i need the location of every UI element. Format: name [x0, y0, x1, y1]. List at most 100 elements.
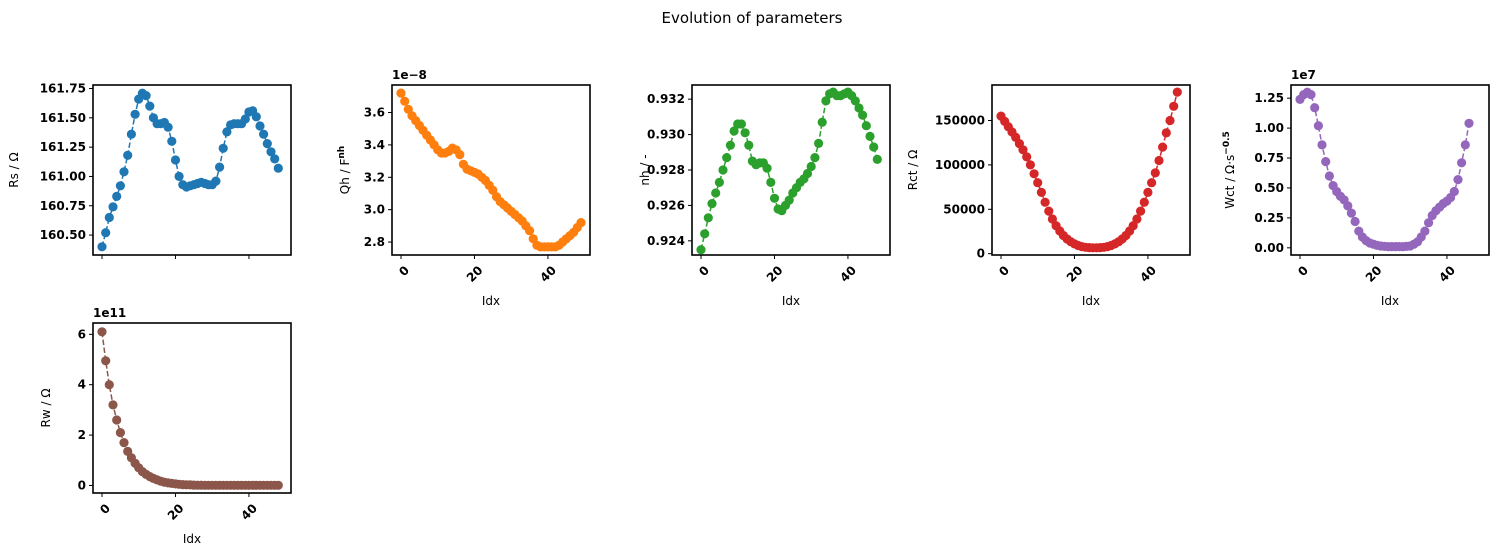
data-point [817, 117, 827, 127]
y-tick-label: 161.25 [40, 140, 86, 154]
data-point [700, 229, 710, 239]
data-point [119, 438, 129, 448]
y-tick-label: 3.2 [364, 170, 385, 184]
data-point [722, 153, 732, 163]
data-point [101, 356, 111, 366]
y-tick-label: 3.4 [364, 138, 385, 152]
data-point [115, 181, 125, 191]
data-point [101, 228, 111, 238]
y-tick-label: 50000 [943, 202, 985, 216]
y-axis-label: Rct / Ω [906, 150, 920, 190]
subplot-1: 160.50 160.75 161.00 161.25 161.50 161.75 Rs /… [7, 82, 292, 259]
data-point [215, 162, 225, 172]
x-axis-label: Idx [482, 294, 500, 308]
data-point [1128, 221, 1138, 231]
data-point [273, 480, 283, 490]
data-point [736, 119, 747, 129]
y-tick-label: 6 [78, 327, 86, 341]
y-tick-label: 0.25 [1254, 211, 1284, 225]
data-point [1139, 197, 1149, 207]
data-point [707, 199, 717, 209]
data-point [130, 109, 140, 119]
y-axis-label: Rs / Ω [7, 152, 21, 187]
x-axis-label: Idx [1082, 294, 1100, 308]
data-point [262, 139, 272, 149]
axes-frame [92, 84, 292, 256]
y-offset-label: 1e−8 [392, 68, 427, 82]
data-point [1453, 175, 1463, 185]
y-tick-label: 0.924 [647, 234, 685, 248]
data-point [1136, 206, 1146, 216]
data-point [854, 103, 864, 113]
y-tick-label: 150000 [935, 114, 985, 128]
data-point [112, 415, 122, 425]
data-point [1047, 214, 1057, 224]
data-point [1169, 101, 1179, 111]
data-point [167, 136, 177, 146]
data-point [762, 163, 772, 173]
data-point [222, 127, 232, 137]
data-point [769, 193, 780, 203]
data-point [806, 161, 816, 172]
y-axis-label: Wct / Ω·s−0.5 [1222, 131, 1237, 209]
data-point [1158, 142, 1168, 152]
axes-frame [391, 84, 591, 256]
data-point [784, 195, 794, 205]
data-point [703, 213, 713, 223]
data-point [141, 91, 151, 101]
data-point [729, 126, 739, 136]
data-point [170, 155, 181, 165]
y-tick-label: 0 [977, 247, 985, 261]
data-point [714, 177, 725, 187]
data-point [270, 154, 280, 164]
x-axis-label: Idx [1381, 294, 1399, 308]
data-point [126, 129, 136, 139]
data-point [1457, 158, 1467, 168]
data-point [1324, 171, 1334, 181]
data-point [259, 129, 269, 139]
y-tick-label: 3.6 [364, 106, 385, 120]
data-point [396, 88, 406, 98]
data-point [861, 121, 871, 131]
y-tick-label: 2 [78, 428, 86, 442]
data-point [1306, 90, 1316, 100]
data-point [725, 140, 736, 150]
data-point [810, 153, 820, 163]
data-point [1022, 152, 1032, 162]
y-tick-label: 0.928 [647, 163, 685, 177]
data-point [1033, 178, 1043, 188]
data-point [163, 122, 173, 132]
data-point [1424, 218, 1434, 228]
data-point [525, 226, 535, 236]
data-point [1313, 121, 1323, 131]
data-point [850, 96, 860, 106]
data-point [1165, 115, 1175, 126]
y-tick-label: 1.00 [1254, 121, 1284, 135]
ylabel-base: Wct / Ω·s [1223, 155, 1237, 209]
y-tick-label: 4 [78, 378, 86, 392]
data-point [1029, 169, 1039, 179]
subplots: 160.50 160.75 161.00 161.25 161.50 161.75 Rs /… [7, 68, 1490, 546]
data-point [1143, 187, 1153, 197]
data-point [1321, 157, 1331, 167]
y-axis-label: Qh / Fnh [337, 146, 352, 194]
data-point [145, 101, 155, 111]
data-point [576, 218, 586, 228]
data-point [1018, 145, 1028, 155]
data-point [1464, 118, 1474, 128]
ylabel-base: Qh / F [338, 159, 352, 195]
data-point [821, 96, 831, 106]
data-point [400, 96, 410, 106]
y-tick-label: 3.0 [364, 203, 385, 217]
data-point [104, 380, 114, 390]
data-point [455, 150, 465, 160]
data-point [1343, 201, 1353, 211]
data-point [1172, 87, 1182, 97]
axes-frame [991, 84, 1191, 256]
data-point [766, 177, 776, 187]
data-point [174, 171, 184, 181]
data-point [1147, 178, 1157, 188]
